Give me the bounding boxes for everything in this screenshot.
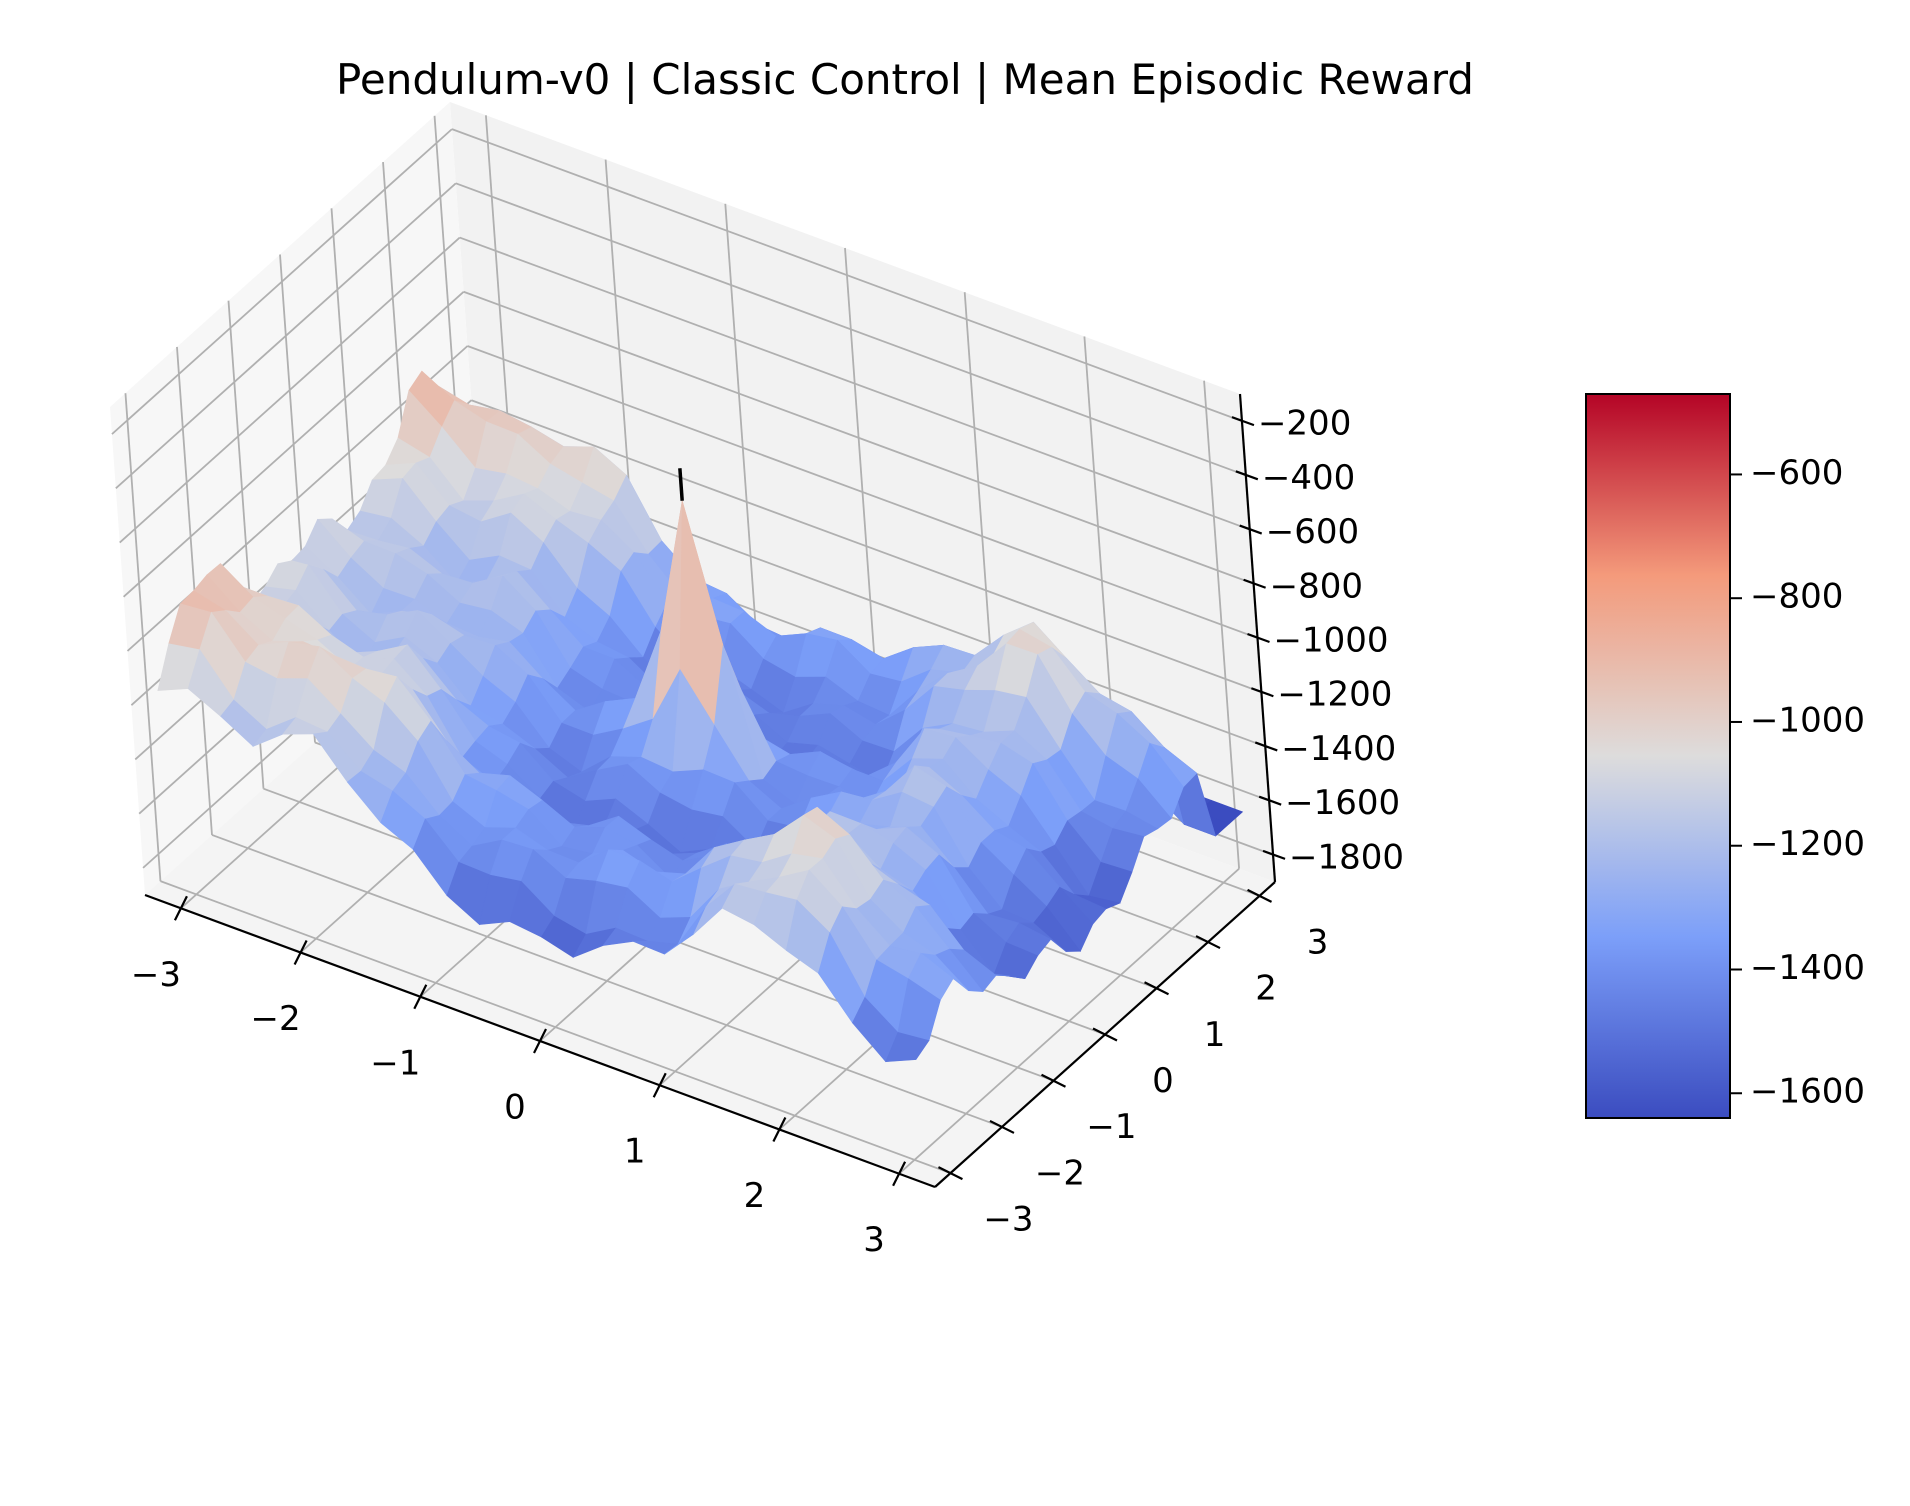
x-tick-label: 3 xyxy=(863,1220,885,1260)
axis-lines: −3−2−10123−3−2−10123−200−400−600−800−100… xyxy=(131,393,1404,1260)
colorbar: −600 −800 −1000 −1200 −1400 −1600 xyxy=(1585,393,1865,1119)
colorbar-gradient xyxy=(1585,393,1731,1119)
z-tick xyxy=(1254,741,1278,752)
y-tick xyxy=(1092,1027,1118,1042)
z-tick xyxy=(1231,416,1255,427)
y-tick-label: −2 xyxy=(1035,1153,1085,1193)
z-tick-label: −1600 xyxy=(1285,783,1400,823)
y-tick-label: 2 xyxy=(1255,969,1277,1009)
grid-line-z xyxy=(455,182,1247,477)
y-tick-label: 0 xyxy=(1152,1061,1174,1101)
chart-title: Pendulum-v0 | Classic Control | Mean Epi… xyxy=(336,55,1474,104)
colorbar-tick-label: −1600 xyxy=(1750,1072,1865,1112)
grid-line-z xyxy=(119,236,461,544)
x-tick xyxy=(293,940,308,966)
x-tick xyxy=(772,1116,787,1142)
x-tick xyxy=(652,1072,667,1098)
z-tick-label: −1400 xyxy=(1281,729,1396,769)
z-tick-label: −1000 xyxy=(1274,621,1389,661)
colorbar-tick-label: −800 xyxy=(1750,577,1843,617)
y-tick xyxy=(1247,888,1273,903)
colorbar-tick-label: −1000 xyxy=(1750,700,1865,740)
z-tick-label: −1200 xyxy=(1277,675,1392,715)
grid-line-z xyxy=(463,290,1254,585)
colorbar-tick-label: −600 xyxy=(1750,453,1843,493)
x-tick xyxy=(892,1161,907,1187)
z-tick xyxy=(1258,795,1282,806)
y-tick-label: 1 xyxy=(1204,1015,1226,1055)
x-tick-label: 2 xyxy=(744,1176,766,1216)
grid-line-z xyxy=(111,128,453,435)
x-tick-label: −2 xyxy=(251,999,301,1039)
grid-line-y xyxy=(211,834,1003,1128)
y-tick-label: 3 xyxy=(1307,922,1329,962)
y-tick xyxy=(1040,1073,1066,1088)
x-tick-label: −3 xyxy=(131,955,181,995)
y-tick xyxy=(1195,935,1221,950)
peak-marker xyxy=(678,468,684,501)
z-tick xyxy=(1251,687,1274,698)
grid-line-z xyxy=(451,128,1243,422)
z-tick-label: −200 xyxy=(1258,404,1351,444)
x-tick-label: 1 xyxy=(624,1132,646,1172)
y-tick-label: −1 xyxy=(1086,1107,1136,1147)
x-tick-label: −1 xyxy=(370,1043,420,1083)
y-tick xyxy=(937,1166,963,1181)
x-tick xyxy=(173,895,188,921)
x-tick xyxy=(533,1028,547,1054)
y-tick-label: −3 xyxy=(983,1200,1033,1240)
grid-line-y xyxy=(160,880,951,1174)
z-tick xyxy=(1239,524,1263,535)
grid-line-z xyxy=(115,182,457,490)
z-tick-label: −600 xyxy=(1266,512,1359,552)
z-tick-label: −1800 xyxy=(1289,837,1404,877)
colorbar-tick-label: −1200 xyxy=(1750,824,1865,864)
z-tick xyxy=(1235,470,1259,481)
z-tick xyxy=(1247,632,1270,644)
colorbar-tick-label: −1400 xyxy=(1750,948,1865,988)
z-tick-label: −800 xyxy=(1270,566,1363,606)
z-tick xyxy=(1262,849,1286,860)
z-tick-label: −400 xyxy=(1262,458,1355,498)
grid-line-z xyxy=(123,291,465,598)
y-tick xyxy=(989,1119,1015,1134)
grid-line-z xyxy=(471,399,1262,694)
surface-plot xyxy=(157,370,1244,1063)
y-tick xyxy=(1144,981,1170,996)
grid-line-z xyxy=(459,236,1251,531)
z-tick xyxy=(1243,578,1266,589)
surface-facet xyxy=(885,1032,930,1063)
grid-line-z xyxy=(467,345,1258,639)
x-tick xyxy=(413,984,428,1010)
x-tick-label: 0 xyxy=(504,1088,526,1128)
